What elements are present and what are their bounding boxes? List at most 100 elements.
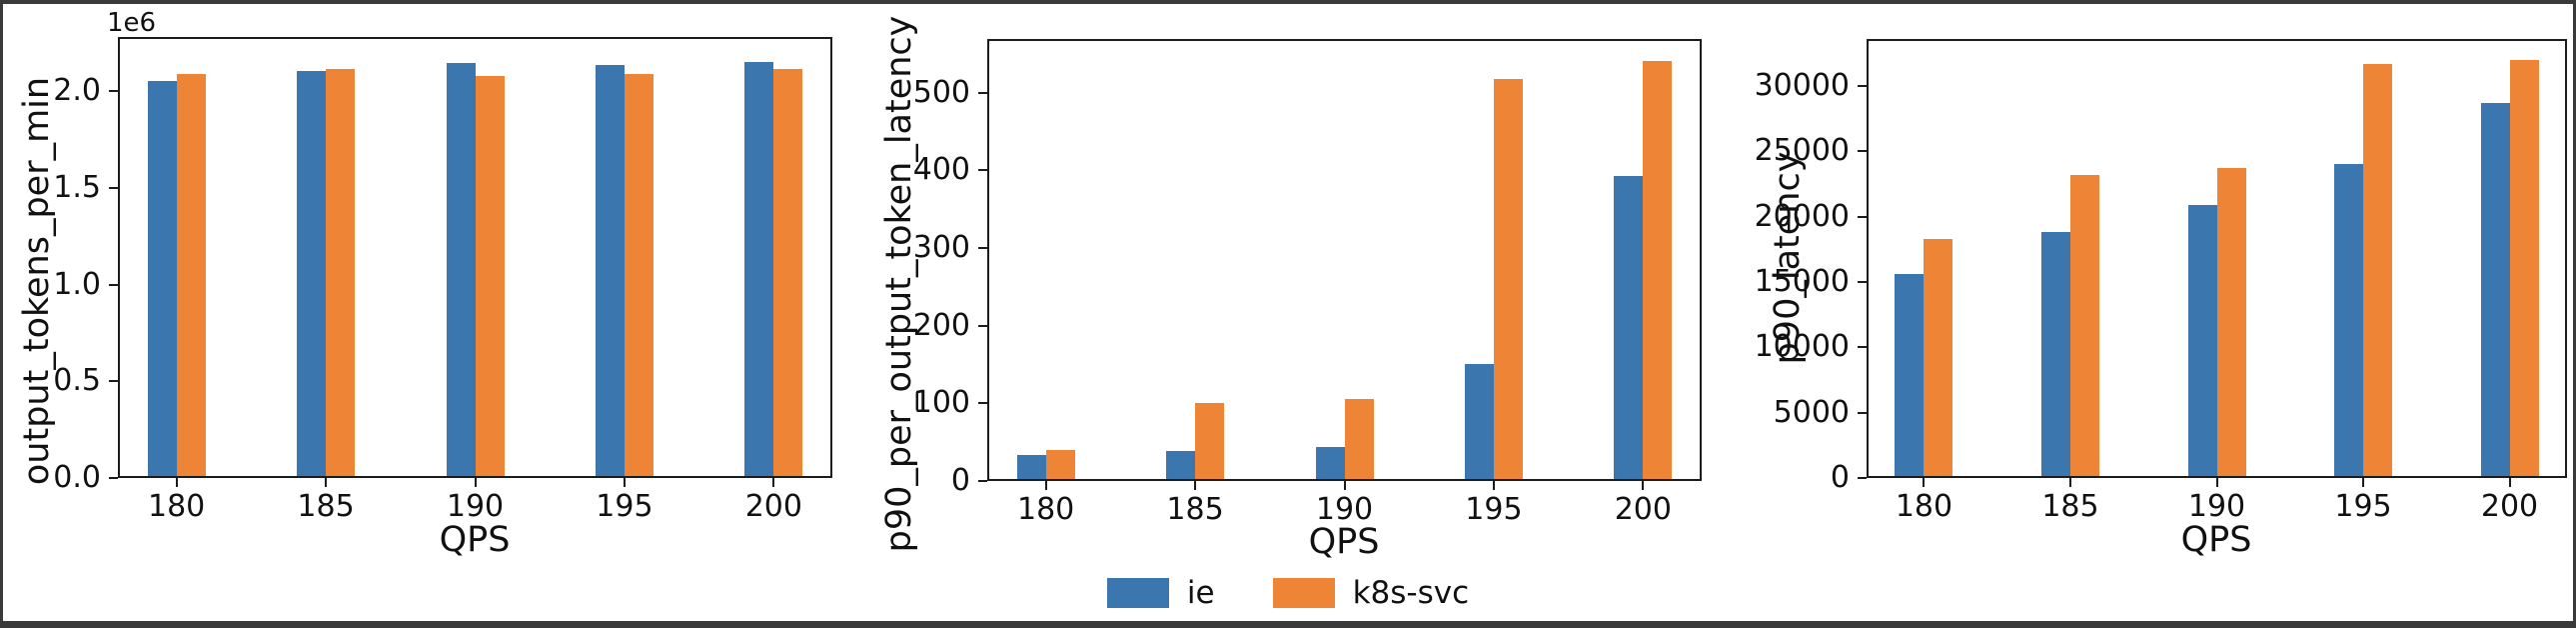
bar-ie-qps-180	[1895, 274, 1925, 478]
legend-item-k8s-svc: k8s-svc	[1272, 575, 1470, 611]
x-tick-mark-200	[2508, 478, 2511, 487]
y-tick-mark-25000	[1858, 150, 1867, 152]
x-tick-mark-195	[1492, 481, 1495, 490]
x-tick-mark-195	[623, 478, 626, 487]
bar-ie-qps-195	[595, 65, 625, 478]
bar-k8s-svc-qps-190	[1344, 399, 1374, 481]
plot-area-output-tokens	[118, 37, 832, 478]
bar-ie-qps-200	[1614, 176, 1644, 481]
plot-area-p90-latency	[1867, 39, 2567, 478]
x-tick-mark-195	[2362, 478, 2364, 487]
y-tick-mark-1.0	[109, 284, 118, 286]
plot-area-p90-per-output-token-latency	[987, 39, 1702, 481]
legend-swatch-ie	[1106, 578, 1169, 608]
bar-k8s-svc-qps-190	[2216, 168, 2246, 478]
x-axis-title: QPS	[439, 520, 511, 560]
x-tick-label-195: 195	[2334, 489, 2392, 524]
bar-ie-qps-185	[1166, 451, 1196, 481]
chart-p90-per-output-token-latency: p90_per_output_token_latency QPS 0 100 200…	[3, 4, 2573, 621]
y-tick-label-500: 500	[912, 75, 970, 110]
y-tick-label-0: 0	[1830, 460, 1850, 495]
bar-k8s-svc-qps-185	[326, 69, 356, 478]
y-tick-mark-400	[978, 169, 987, 171]
x-tick-mark-185	[1194, 481, 1197, 490]
y-tick-mark-0	[1858, 477, 1867, 479]
x-tick-mark-180	[175, 478, 178, 487]
bar-ie-qps-180	[1016, 455, 1046, 481]
bar-ie-qps-195	[1464, 364, 1494, 481]
x-tick-label-190: 190	[2187, 489, 2246, 524]
x-tick-mark-180	[1923, 478, 1926, 487]
x-tick-label-190: 190	[446, 489, 505, 524]
bar-ie-qps-200	[2480, 103, 2510, 478]
x-tick-label-185: 185	[1166, 492, 1224, 527]
y-tick-label-25000: 25000	[1754, 133, 1850, 168]
y-tick-label-0: 0	[950, 463, 970, 498]
x-axis-title: QPS	[2180, 520, 2252, 560]
x-tick-label-185: 185	[297, 489, 355, 524]
y-tick-label-5000: 5000	[1773, 395, 1850, 430]
y-axis-title: p90_per_output_token_latency	[879, 15, 919, 553]
x-tick-mark-185	[2068, 478, 2071, 487]
y-tick-label-15000: 15000	[1754, 264, 1850, 299]
y-tick-mark-1.5	[109, 187, 118, 189]
chart-p90-latency: p90_latency QPS 0 5000 10000 15000 20000 2500…	[3, 4, 2573, 621]
y-tick-mark-0	[978, 480, 987, 482]
bar-ie-qps-190	[446, 63, 476, 478]
y-tick-label-0.0: 0.0	[53, 460, 101, 495]
bar-ie-qps-185	[2040, 232, 2070, 478]
x-tick-label-195: 195	[596, 489, 653, 524]
bar-k8s-svc-qps-180	[1924, 239, 1953, 478]
y-tick-mark-5000	[1858, 412, 1867, 414]
y-tick-mark-2.0	[109, 90, 118, 92]
y-tick-mark-500	[978, 92, 987, 94]
legend-label-ie: ie	[1186, 575, 1215, 611]
y-tick-mark-0.5	[109, 380, 118, 382]
y-tick-label-1.5: 1.5	[53, 170, 101, 205]
figure-canvas: output_tokens_per_min 1e6 QPS 0.0 0.5 1.0 1…	[3, 4, 2573, 621]
x-tick-mark-190	[474, 478, 477, 487]
bar-k8s-svc-qps-195	[2363, 64, 2392, 478]
y-axis-title: p90_latency	[1768, 151, 1808, 365]
y-tick-label-10000: 10000	[1754, 329, 1850, 364]
x-tick-label-185: 185	[2041, 489, 2099, 524]
y-tick-label-1.0: 1.0	[53, 267, 101, 302]
y-tick-mark-10000	[1858, 346, 1867, 348]
chart-output-tokens-per-min: output_tokens_per_min 1e6 QPS 0.0 0.5 1.0 1…	[3, 4, 2573, 621]
x-tick-mark-185	[325, 478, 328, 487]
x-tick-label-180: 180	[147, 489, 206, 524]
x-tick-mark-180	[1044, 481, 1047, 490]
bar-k8s-svc-qps-195	[1493, 79, 1523, 481]
bar-k8s-svc-qps-200	[2509, 60, 2539, 478]
y-tick-mark-100	[978, 402, 987, 404]
x-tick-label-195: 195	[1465, 492, 1523, 527]
x-tick-label-200: 200	[1614, 492, 1672, 527]
bar-k8s-svc-qps-185	[2069, 175, 2099, 478]
bar-ie-qps-200	[744, 62, 774, 478]
y-tick-mark-300	[978, 247, 987, 249]
legend-item-ie: ie	[1106, 575, 1215, 611]
x-tick-mark-190	[2215, 478, 2218, 487]
y-tick-mark-200	[978, 325, 987, 327]
bar-ie-qps-190	[2187, 205, 2217, 478]
y-tick-label-100: 100	[912, 385, 970, 420]
y-tick-label-0.5: 0.5	[53, 363, 101, 398]
bar-k8s-svc-qps-180	[176, 74, 206, 478]
x-tick-label-180: 180	[1895, 489, 1953, 524]
legend-label-k8s-svc: k8s-svc	[1352, 575, 1470, 611]
x-axis-title: QPS	[1308, 522, 1380, 562]
bar-k8s-svc-qps-185	[1195, 403, 1225, 481]
bar-ie-qps-180	[147, 81, 177, 478]
y-tick-mark-20000	[1858, 216, 1867, 218]
y-tick-label-400: 400	[912, 152, 970, 187]
bar-k8s-svc-qps-190	[475, 76, 505, 478]
y-tick-label-30000: 30000	[1754, 68, 1850, 103]
legend: ie k8s-svc	[3, 570, 2573, 616]
legend-swatch-k8s-svc	[1272, 578, 1335, 608]
y-axis-scale-offset: 1e6	[107, 8, 157, 38]
bar-k8s-svc-qps-200	[1643, 61, 1673, 481]
bar-k8s-svc-qps-180	[1045, 450, 1075, 481]
y-tick-label-300: 300	[912, 230, 970, 265]
y-tick-label-2.0: 2.0	[53, 73, 101, 108]
